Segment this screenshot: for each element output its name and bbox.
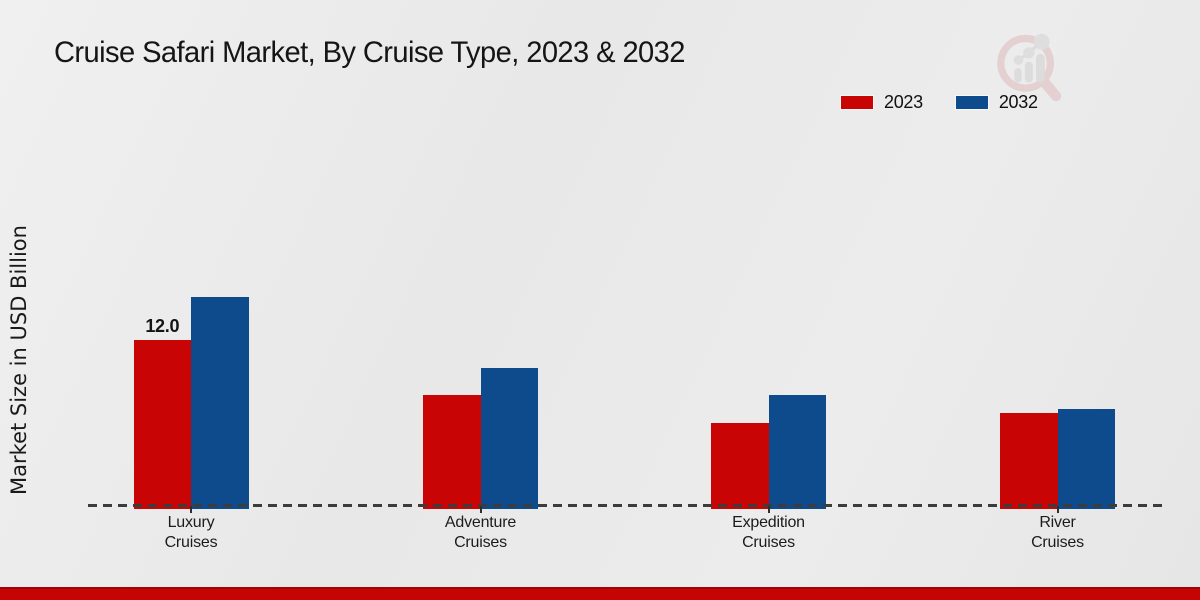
- legend-swatch-2023: [840, 95, 874, 110]
- x-axis-category-label: Expedition Cruises: [732, 514, 805, 551]
- bar-2032-adventure-cruises: [480, 367, 538, 509]
- bar-2023-adventure-cruises: [423, 395, 481, 509]
- footer-accent-bar: [0, 587, 1200, 600]
- bar-2032-expedition-cruises: [768, 395, 826, 509]
- legend-swatch-2032: [954, 95, 989, 110]
- bar-value-label: 12.0: [145, 316, 180, 336]
- bar-2023-river-cruises: [1000, 412, 1058, 509]
- bar-2023-luxury-cruises: [133, 340, 191, 509]
- x-axis-baseline: [88, 504, 1164, 507]
- chart-title: Cruise Safari Market, By Cruise Type, 20…: [54, 36, 685, 69]
- x-axis-category-label: Luxury Cruises: [164, 514, 218, 551]
- x-axis-tick: [190, 506, 192, 513]
- x-axis-category-label: River Cruises: [1031, 514, 1084, 551]
- legend-label: 2032: [998, 92, 1038, 112]
- x-axis-tick: [1056, 506, 1059, 513]
- legend-item-2032: 2032: [954, 92, 1038, 113]
- x-axis-category-label: Adventure Cruises: [444, 514, 517, 551]
- x-axis-tick: [767, 506, 770, 513]
- bar-2023-expedition-cruises: [711, 422, 769, 509]
- x-axis-tick: [479, 506, 482, 513]
- brand-watermark-icon: [997, 33, 1062, 102]
- legend-item-2023: 2023: [840, 92, 923, 113]
- legend: 2023 2032: [840, 92, 1038, 113]
- bar-2032-river-cruises: [1057, 408, 1115, 509]
- legend-label: 2023: [884, 92, 923, 112]
- bar-2032-luxury-cruises: [191, 297, 249, 509]
